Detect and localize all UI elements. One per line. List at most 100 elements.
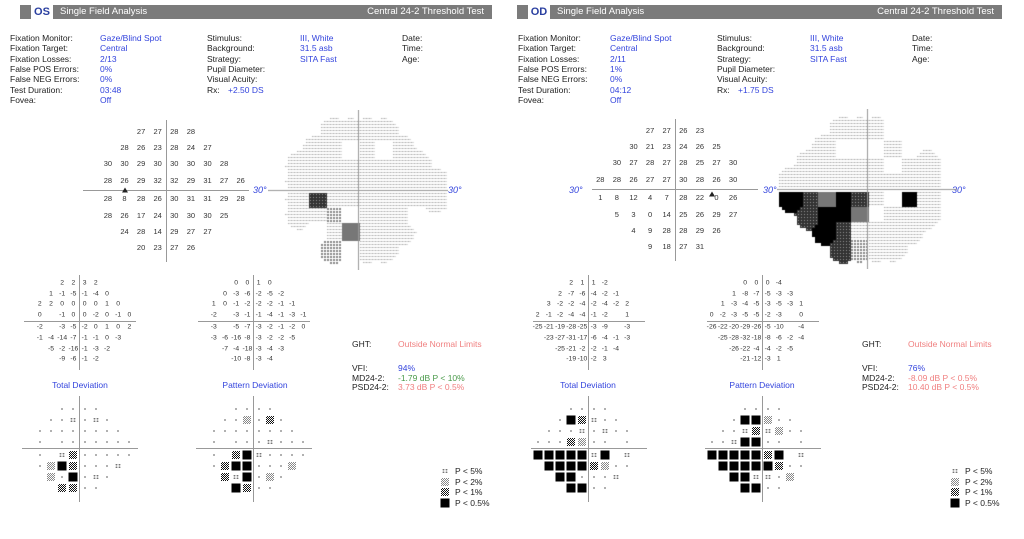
pattern-deviation-prob-symbol-p1 [752, 426, 761, 435]
pattern-deviation-prob-symbol-n [744, 407, 747, 410]
total-deviation-value: -2 [103, 345, 111, 352]
pattern-deviation-value: -8 [244, 334, 251, 342]
pattern-deviation-value: 0 [245, 279, 250, 287]
pattern-deviation-value: 0 [765, 279, 770, 287]
total-deviation-axis-vertical [79, 275, 80, 370]
info-label: Background: [717, 43, 765, 54]
pattern-deviation-value: -18 [242, 345, 253, 352]
pattern-deviation-value: -8 [244, 355, 251, 363]
total-deviation-value: 0 [93, 300, 98, 308]
total-deviation-value: -1 [590, 311, 597, 319]
pattern-deviation-value: 0 [223, 300, 227, 308]
pattern-deviation-value: -3 [786, 300, 794, 308]
pattern-deviation-prob-symbol-p05 [751, 437, 761, 446]
info-value: 31.5 asb [300, 43, 333, 54]
pattern-deviation-value: -2 [255, 300, 262, 308]
total-deviation-value: -19 [566, 355, 577, 363]
threshold-value: 9 [648, 226, 653, 235]
pattern-deviation-prob-symbol-n [257, 429, 260, 432]
total-deviation-prob-symbol-n [603, 440, 606, 443]
pattern-deviation-prob-symbol-n [777, 486, 780, 489]
total-deviation-prob-symbol-n [50, 429, 52, 432]
pattern-deviation-prob-symbol-n [246, 440, 249, 443]
threshold-value: 27 [136, 126, 146, 136]
total-deviation-value: 2 [535, 311, 540, 319]
legend-label: P < 5% [455, 466, 483, 476]
pattern-deviation-prob-symbol-n [257, 418, 260, 421]
total-deviation-prob-axis-horizontal [22, 448, 138, 449]
total-deviation-value: -3 [115, 334, 122, 342]
total-deviation-value: -3 [624, 334, 631, 342]
threshold-value: 26 [136, 143, 146, 152]
total-deviation-prob-symbol-n [603, 486, 606, 489]
legend-symbol-p2 [951, 477, 959, 486]
threshold-value: 28 [219, 159, 229, 169]
pattern-deviation-prob-symbol-p05 [740, 472, 750, 481]
legend-symbol-p1 [951, 488, 959, 496]
stat-value: -8.09 dB P < 0.5% [908, 372, 978, 383]
pattern-deviation-value: -4 [753, 345, 760, 352]
pattern-deviation-prob-symbol-p05 [740, 450, 750, 459]
threshold-value: 28 [679, 193, 688, 203]
total-deviation-value: -25 [532, 323, 543, 331]
total-deviation-value: 0 [116, 323, 121, 331]
legend-symbol-p05 [440, 498, 450, 507]
total-deviation-prob-symbol-p05 [566, 461, 576, 470]
total-deviation-prob-symbol-p5 [579, 428, 586, 433]
info-label: Fixation Losses: [518, 53, 580, 64]
pattern-deviation-value: -3 [255, 323, 262, 331]
pattern-deviation-value: -2 [277, 334, 285, 342]
pattern-deviation-value: -2 [266, 334, 273, 342]
pattern-deviation-prob-symbol-n [302, 453, 305, 456]
threshold-value: 26 [728, 193, 738, 203]
info-label: Time: [912, 43, 933, 54]
total-deviation-prob-symbol-p05 [566, 483, 576, 492]
total-deviation-prob-symbol-n [615, 418, 617, 421]
info-label: Strategy: [717, 53, 752, 64]
total-deviation-prob-axis-vertical [588, 396, 589, 502]
pattern-deviation-value: -5 [764, 290, 771, 297]
pattern-deviation-prob-symbol-n [733, 418, 735, 421]
degree-label-30: 30° [569, 185, 583, 195]
pattern-deviation-value: -2 [277, 290, 285, 297]
threshold-value: 28 [170, 126, 179, 136]
total-deviation-prob-symbol-n [128, 453, 131, 456]
total-deviation-value: -1 [601, 345, 608, 352]
pattern-deviation-prob-symbol-n [766, 407, 769, 410]
total-deviation-value: -1 [81, 334, 88, 342]
pattern-deviation-prob-symbol-p05 [740, 461, 750, 470]
pattern-deviation-value: -2 [255, 290, 262, 297]
total-deviation-prob-symbol-p05 [533, 450, 543, 459]
pattern-deviation-prob-symbol-n [257, 407, 260, 410]
pattern-deviation-value: 0 [709, 311, 714, 319]
total-deviation-prob-symbol-n [559, 429, 561, 432]
pattern-deviation-prob-symbol-p05 [751, 450, 761, 459]
info-label: False POS Errors: [518, 63, 587, 74]
info-label: False NEG Errors: [10, 74, 80, 85]
pattern-deviation-value: 1 [776, 355, 781, 363]
legend-label: P < 2% [455, 476, 483, 487]
pattern-deviation-value: -4 [266, 355, 273, 363]
threshold-value: 26 [712, 226, 721, 235]
pattern-deviation-prob-symbol-p1 [232, 450, 241, 459]
total-deviation-prob-symbol-p1 [589, 461, 598, 470]
pattern-deviation-value: -3 [764, 355, 771, 363]
total-deviation-prob-symbol-n [615, 464, 617, 467]
total-deviation-prob-symbol-n [106, 453, 108, 456]
pattern-deviation-value: -10 [231, 355, 242, 363]
threshold-value: 26 [236, 175, 245, 185]
legend-label: P < 0.5% [965, 497, 1000, 508]
total-deviation-prob-symbol-n [592, 486, 595, 489]
threshold-value: 27 [662, 158, 671, 168]
stat-value: -1.79 dB P < 10% [398, 372, 465, 383]
total-deviation-prob-symbol-n [38, 440, 41, 443]
pattern-deviation-prob-symbol-n [291, 429, 294, 432]
total-deviation-value: 0 [60, 300, 65, 308]
info-value: 04:12 [610, 84, 632, 95]
pattern-deviation-prob-symbol-n [224, 418, 226, 421]
info-label: Time: [402, 43, 423, 54]
pattern-deviation-value: 1 [256, 279, 261, 287]
pattern-deviation-prob-symbol-p2 [786, 472, 794, 481]
rx-label: Rx: [207, 84, 220, 95]
pattern-deviation-value: -22 [717, 323, 728, 331]
